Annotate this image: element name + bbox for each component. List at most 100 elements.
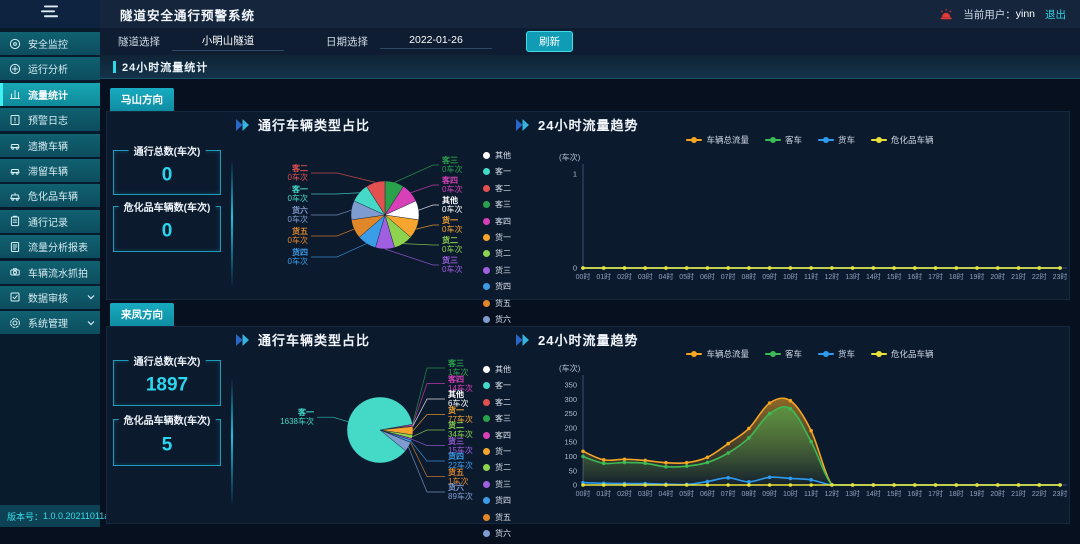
- svg-text:1: 1: [573, 170, 577, 179]
- sidebar-item-label: 系统管理: [28, 319, 68, 331]
- svg-text:17时: 17时: [928, 489, 943, 498]
- legend-item-客车[interactable]: 客车: [764, 348, 802, 360]
- svg-text:08时: 08时: [742, 489, 757, 498]
- svg-text:19时: 19时: [970, 489, 985, 498]
- svg-text:(车次): (车次): [559, 363, 581, 373]
- legend-item-货五[interactable]: 货五: [483, 512, 553, 523]
- camera-car-icon: [9, 266, 22, 278]
- pie-slice-label: 客四 0车次: [442, 175, 463, 194]
- sidebar-item-label: 运行分析: [28, 65, 68, 77]
- section-header-accent: [113, 60, 116, 73]
- svg-text:08时: 08时: [742, 272, 757, 281]
- legend-item-车辆总流量[interactable]: 车辆总流量: [686, 134, 749, 146]
- legend-item-客二[interactable]: 客二: [483, 183, 553, 194]
- legend-item-货四[interactable]: 货四: [483, 281, 553, 292]
- total-count-value-2: 1897: [145, 374, 189, 396]
- legend-item-货二[interactable]: 货二: [483, 462, 553, 473]
- direction-tab-mashan[interactable]: 马山方向: [110, 88, 174, 112]
- hazmat-count-box-1: 危化品车辆数(车次) 0: [113, 199, 221, 252]
- vehicle-type-pie-chart-2[interactable]: 客三 1车次 客四 14车次 其他 6车次 货一 77车次 货二 34车次 货三 15车次 货四 22车次…: [228, 355, 508, 515]
- traffic-trend-chart-2[interactable]: 车辆总流量 客车 货车 危化品车辆 (车次) 0 50 100 150 200 250 300 350…: [548, 347, 1072, 523]
- legend-item-其他[interactable]: 其他: [483, 364, 553, 375]
- legend-item-客三[interactable]: 客三: [483, 199, 553, 210]
- traffic-trend-chart-1[interactable]: 车辆总流量 客车 货车 危化品车辆 (车次) 0 1 00时 01时 02时 03时 04时 05时 0…: [548, 133, 1072, 297]
- legend-item-车辆总流量[interactable]: 车辆总流量: [686, 348, 749, 360]
- alarm-icon[interactable]: [939, 8, 953, 21]
- tunnel-select[interactable]: 小明山隧道: [172, 33, 284, 51]
- legend-item-货三[interactable]: 货三: [483, 479, 553, 490]
- svg-text:01时: 01时: [596, 272, 611, 281]
- legend-item-货四[interactable]: 货四: [483, 495, 553, 506]
- user-box: 当前用户： yinn 退出: [939, 7, 1066, 22]
- pie-slice-label: 货三 0车次: [442, 255, 463, 274]
- logout-link[interactable]: 退出: [1045, 8, 1066, 21]
- sidebar-item-预警日志[interactable]: 预警日志: [0, 108, 100, 132]
- legend-item-客一[interactable]: 客一: [483, 380, 553, 391]
- legend-item-货一[interactable]: 货一: [483, 446, 553, 457]
- svg-text:09时: 09时: [762, 489, 777, 498]
- sidebar-item-label: 预警日志: [28, 116, 68, 128]
- legend-item-客三[interactable]: 客三: [483, 413, 553, 424]
- svg-text:250: 250: [564, 409, 577, 418]
- pie-slice-label: 货五 1车次: [448, 467, 469, 486]
- sidebar-item-滞留车辆[interactable]: 滞留车辆: [0, 158, 100, 182]
- svg-text:04时: 04时: [659, 489, 674, 498]
- pie-slice-label: 货三 15车次: [448, 436, 473, 455]
- sidebar-item-label: 危化品车辆: [28, 192, 78, 204]
- audit-icon: [9, 291, 22, 303]
- double-chevron-icon: [516, 118, 531, 131]
- sidebar-item-数据审核[interactable]: 数据审核: [0, 285, 100, 309]
- sidebar-item-label: 滞留车辆: [28, 166, 68, 178]
- legend-item-其他[interactable]: 其他: [483, 150, 553, 161]
- sidebar-item-系统管理[interactable]: 系统管理: [0, 311, 100, 335]
- pie-slice-label: 货一 77车次: [448, 405, 473, 424]
- svg-text:07时: 07时: [721, 272, 736, 281]
- tunnel-select-label: 隧道选择: [118, 36, 160, 48]
- direction-tab-laifeng[interactable]: 来凤方向: [110, 303, 174, 327]
- svg-text:02时: 02时: [617, 489, 632, 498]
- svg-text:15时: 15时: [887, 272, 902, 281]
- vehicle-type-pie-chart-1[interactable]: 客三 0车次 客四 0车次 其他 0车次 货一 0车次 货二 0车次 货三 0车次 客二 0车次 客一 0车次…: [228, 140, 508, 300]
- legend-item-危化品车辆[interactable]: 危化品车辆: [871, 134, 934, 146]
- svg-text:11时: 11时: [804, 489, 818, 498]
- svg-text:50: 50: [569, 466, 577, 475]
- refresh-button[interactable]: 刷新: [526, 31, 573, 52]
- svg-text:16时: 16时: [907, 489, 922, 498]
- pie-slice-label: 客一 1638车次: [280, 407, 314, 427]
- sidebar-item-流量分析报表[interactable]: 流量分析报表: [0, 235, 100, 259]
- sidebar-item-流量统计[interactable]: 流量统计: [0, 82, 100, 106]
- decorative-glow-line: [231, 378, 233, 506]
- legend-item-客二[interactable]: 客二: [483, 397, 553, 408]
- sidebar-item-运行分析[interactable]: 运行分析: [0, 57, 100, 81]
- legend-item-货六[interactable]: 货六: [483, 528, 553, 539]
- legend-item-货五[interactable]: 货五: [483, 298, 553, 309]
- svg-text:00时: 00时: [576, 272, 591, 281]
- legend-item-货六[interactable]: 货六: [483, 314, 553, 325]
- trend-legend-1: 车辆总流量 客车 货车 危化品车辆: [548, 133, 1072, 146]
- legend-item-货车[interactable]: 货车: [818, 134, 855, 146]
- legend-item-货一[interactable]: 货一: [483, 232, 553, 243]
- pie-slice-label: 货四 22车次: [448, 451, 473, 470]
- menu-toggle[interactable]: [0, 0, 100, 28]
- legend-item-客四[interactable]: 客四: [483, 216, 553, 227]
- legend-item-货二[interactable]: 货二: [483, 248, 553, 259]
- svg-text:14时: 14时: [866, 272, 881, 281]
- double-chevron-icon: [236, 333, 251, 346]
- sidebar-item-车辆流水抓拍[interactable]: 车辆流水抓拍: [0, 260, 100, 284]
- sidebar-item-遗撒车辆[interactable]: 遗撒车辆: [0, 133, 100, 157]
- legend-item-客车[interactable]: 客车: [764, 134, 802, 146]
- svg-text:300: 300: [564, 395, 577, 404]
- sidebar-item-通行记录[interactable]: 通行记录: [0, 209, 100, 233]
- sidebar-item-危化品车辆[interactable]: 危化品车辆: [0, 184, 100, 208]
- sidebar-item-安全监控[interactable]: 安全监控: [0, 32, 100, 55]
- pie-slice-label: 货一 0车次: [442, 215, 463, 234]
- legend-item-危化品车辆[interactable]: 危化品车辆: [871, 348, 934, 360]
- legend-item-客一[interactable]: 客一: [483, 166, 553, 177]
- svg-text:12时: 12时: [824, 489, 839, 498]
- legend-item-客四[interactable]: 客四: [483, 430, 553, 441]
- pie-slice-label: 货五 0车次: [287, 226, 308, 245]
- date-select[interactable]: 2022-01-26: [380, 34, 492, 49]
- legend-item-货三[interactable]: 货三: [483, 265, 553, 276]
- pie-slice-label: 货六 89车次: [448, 482, 473, 501]
- legend-item-货车[interactable]: 货车: [818, 348, 855, 360]
